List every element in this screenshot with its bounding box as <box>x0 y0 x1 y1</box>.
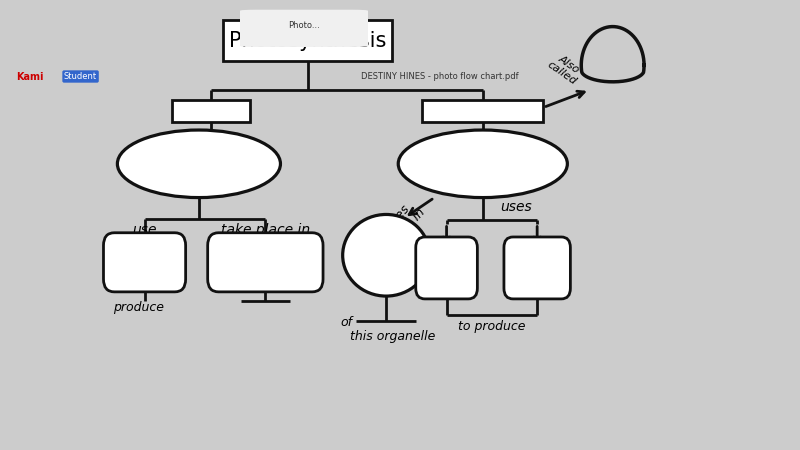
FancyBboxPatch shape <box>208 233 323 292</box>
Text: takes
place in: takes place in <box>374 196 428 251</box>
Text: uses: uses <box>500 200 532 215</box>
Text: take place in: take place in <box>221 223 310 237</box>
Text: this organelle: this organelle <box>350 330 435 343</box>
Text: Kami: Kami <box>16 72 43 81</box>
FancyBboxPatch shape <box>240 10 368 47</box>
Ellipse shape <box>342 215 430 296</box>
Text: of: of <box>341 316 353 329</box>
FancyBboxPatch shape <box>103 233 186 292</box>
Text: Photosynthesis: Photosynthesis <box>229 31 386 51</box>
FancyBboxPatch shape <box>172 100 250 122</box>
Text: use: use <box>132 223 157 237</box>
Ellipse shape <box>118 130 281 198</box>
Text: Photo...: Photo... <box>288 22 320 31</box>
FancyBboxPatch shape <box>223 20 392 61</box>
Ellipse shape <box>398 130 567 198</box>
FancyBboxPatch shape <box>504 237 570 299</box>
Text: to produce: to produce <box>458 320 526 333</box>
Text: DESTINY HINES - photo flow chart.pdf: DESTINY HINES - photo flow chart.pdf <box>361 72 519 81</box>
Text: produce: produce <box>113 301 164 314</box>
Text: Student: Student <box>64 72 97 81</box>
FancyBboxPatch shape <box>422 100 543 122</box>
Text: Also
called: Also called <box>546 50 586 87</box>
FancyBboxPatch shape <box>416 237 478 299</box>
